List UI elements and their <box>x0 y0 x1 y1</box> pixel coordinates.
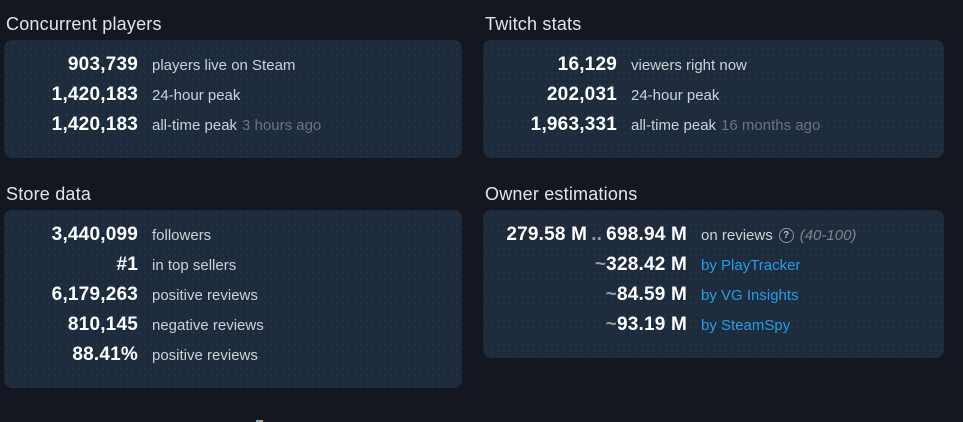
stat-row-negative-reviews: 810,145 negative reviews <box>20 314 446 344</box>
twitch-24h-peak-label: 24-hour peak <box>631 87 720 104</box>
owner-range-note: (40-100) <box>799 227 857 244</box>
section-title-concurrent-players: Concurrent players <box>6 14 162 34</box>
stat-row-estimate-playtracker: ~328.42 M by PlayTracker <box>499 254 928 284</box>
section-title-owner-estimations: Owner estimations <box>485 184 638 204</box>
twitch-alltime-peak-value: 1,963,331 <box>530 114 617 135</box>
positive-percent-value: 88.41% <box>72 344 138 365</box>
alltime-peak-value: 1,420,183 <box>51 114 138 135</box>
section-title-store-data: Store data <box>6 184 92 204</box>
owner-estimations-card: 279.58 M.. 698.94 M on reviews ? (40-100)… <box>483 210 944 358</box>
store-data-card: 3,440,099 followers #1 in top sellers 6,… <box>4 210 462 388</box>
twitch-stats-card: 16,129 viewers right now 202,031 24-hour… <box>483 40 944 158</box>
alltime-peak-time-ago: 3 hours ago <box>242 117 322 134</box>
stat-row-twitch-viewers: 16,129 viewers right now <box>499 54 928 84</box>
section-store-data: Store data 3,440,099 followers #1 in top… <box>4 184 462 388</box>
concurrent-players-card: 903,739 players live on Steam 1,420,183 … <box>4 40 462 158</box>
vginsights-link[interactable]: by VG Insights <box>701 287 799 304</box>
twitch-alltime-peak-label: all-time peak 16 months ago <box>631 117 821 134</box>
positive-reviews-value: 6,179,263 <box>51 284 138 305</box>
peak-24h-value: 1,420,183 <box>51 84 138 105</box>
approx-tilde: ~ <box>605 284 617 305</box>
negative-reviews-value: 810,145 <box>67 314 138 335</box>
section-owner-estimations: Owner estimations 279.58 M.. 698.94 M on … <box>483 184 944 358</box>
approx-tilde: ~ <box>594 254 607 275</box>
below-fold-content-sliver <box>256 420 263 422</box>
stat-row-positive-percent: 88.41% positive reviews <box>20 344 446 374</box>
stat-row-estimate-steamspy: ~93.19 M by SteamSpy <box>499 314 928 344</box>
steamspy-link[interactable]: by SteamSpy <box>701 317 791 334</box>
stat-row-alltime-peak: 1,420,183 all-time peak 3 hours ago <box>20 114 446 144</box>
followers-value: 3,440,099 <box>51 224 138 245</box>
stat-row-top-sellers: #1 in top sellers <box>20 254 446 284</box>
estimate-vginsights-value: ~84.59 M <box>605 284 687 305</box>
twitch-viewers-label: viewers right now <box>631 57 747 74</box>
positive-percent-label: positive reviews <box>152 347 258 364</box>
players-live-label: players live on Steam <box>152 57 296 74</box>
stat-row-players-live: 903,739 players live on Steam <box>20 54 446 84</box>
stat-row-twitch-24h-peak: 202,031 24-hour peak <box>499 84 928 114</box>
twitch-alltime-peak-time-ago: 16 months ago <box>721 117 821 134</box>
owner-range-label: on reviews ? (40-100) <box>701 227 857 244</box>
positive-reviews-label: positive reviews <box>152 287 258 304</box>
twitch-24h-peak-value: 202,031 <box>546 84 617 105</box>
top-sellers-value: #1 <box>116 254 138 275</box>
owner-range-value: 279.58 M.. 698.94 M <box>506 224 687 245</box>
stat-row-owner-range: 279.58 M.. 698.94 M on reviews ? (40-100) <box>499 224 928 254</box>
negative-reviews-label: negative reviews <box>152 317 264 334</box>
stat-row-24h-peak: 1,420,183 24-hour peak <box>20 84 446 114</box>
approx-tilde: ~ <box>605 314 617 335</box>
stat-row-estimate-vginsights: ~84.59 M by VG Insights <box>499 284 928 314</box>
estimate-playtracker-value: ~328.42 M <box>594 254 687 275</box>
top-sellers-label: in top sellers <box>152 257 237 274</box>
section-title-twitch-stats: Twitch stats <box>485 14 582 34</box>
section-concurrent-players: Concurrent players 903,739 players live … <box>4 14 462 158</box>
twitch-viewers-value: 16,129 <box>557 54 617 75</box>
players-live-value: 903,739 <box>67 54 138 75</box>
peak-24h-label: 24-hour peak <box>152 87 241 104</box>
help-icon[interactable]: ? <box>778 228 794 243</box>
estimate-steamspy-value: ~93.19 M <box>605 314 687 335</box>
section-twitch-stats: Twitch stats 16,129 viewers right now 20… <box>483 14 944 158</box>
range-separator: .. <box>591 224 603 245</box>
stat-row-followers: 3,440,099 followers <box>20 224 446 254</box>
playtracker-link[interactable]: by PlayTracker <box>701 257 801 274</box>
followers-label: followers <box>152 227 212 244</box>
alltime-peak-label: all-time peak 3 hours ago <box>152 117 322 134</box>
stat-row-twitch-alltime-peak: 1,963,331 all-time peak 16 months ago <box>499 114 928 144</box>
stat-row-positive-reviews: 6,179,263 positive reviews <box>20 284 446 314</box>
